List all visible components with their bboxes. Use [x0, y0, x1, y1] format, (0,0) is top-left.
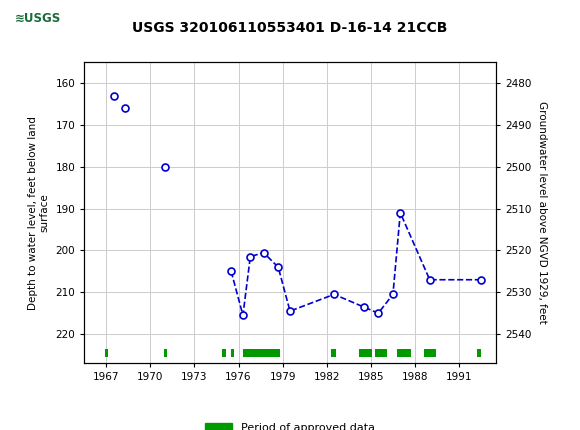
Text: ≋USGS: ≋USGS — [14, 12, 61, 25]
Legend: Period of approved data: Period of approved data — [205, 423, 375, 430]
Text: USGS: USGS — [81, 12, 128, 26]
Y-axis label: Groundwater level above NGVD 1929, feet: Groundwater level above NGVD 1929, feet — [537, 101, 547, 324]
Text: USGS 320106110553401 D-16-14 21CCB: USGS 320106110553401 D-16-14 21CCB — [132, 21, 448, 35]
Y-axis label: Depth to water level, feet below land
surface: Depth to water level, feet below land su… — [28, 116, 50, 310]
Bar — [6, 3, 70, 34]
